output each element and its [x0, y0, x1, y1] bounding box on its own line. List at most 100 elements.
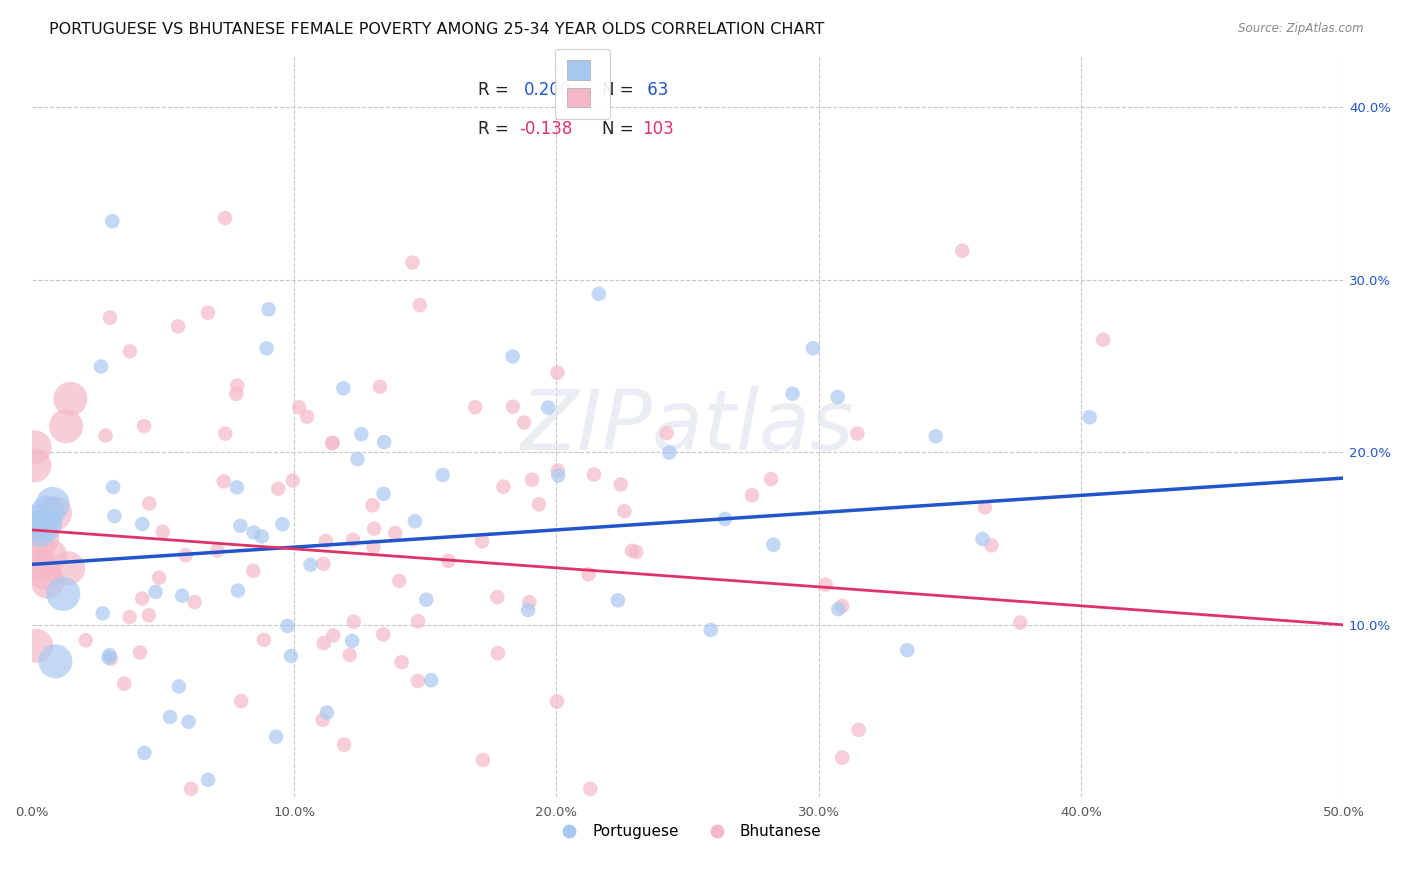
- Point: [517, 595, 540, 609]
- Point: [242, 525, 264, 540]
- Point: [471, 534, 494, 549]
- Point: [363, 540, 385, 554]
- Point: [118, 610, 141, 624]
- Point: [343, 615, 366, 629]
- Point: [197, 772, 219, 787]
- Point: [373, 435, 395, 450]
- Point: [626, 545, 648, 559]
- Point: [759, 472, 782, 486]
- Point: [350, 427, 373, 442]
- Point: [295, 409, 318, 424]
- Point: [312, 557, 335, 571]
- Point: [34, 566, 56, 580]
- Point: [271, 517, 294, 532]
- Point: [762, 538, 785, 552]
- Point: [299, 558, 322, 572]
- Text: -0.138: -0.138: [520, 120, 574, 138]
- Point: [346, 452, 368, 467]
- Point: [609, 477, 631, 491]
- Point: [322, 435, 344, 450]
- Point: [980, 538, 1002, 552]
- Point: [588, 286, 610, 301]
- Point: [267, 482, 290, 496]
- Point: [846, 426, 869, 441]
- Point: [152, 524, 174, 539]
- Point: [257, 302, 280, 317]
- Point: [90, 359, 112, 374]
- Point: [973, 500, 995, 515]
- Point: [44, 654, 66, 668]
- Point: [280, 648, 302, 663]
- Point: [391, 655, 413, 669]
- Point: [34, 517, 56, 532]
- Point: [486, 646, 509, 660]
- Point: [1092, 333, 1115, 347]
- Point: [406, 673, 429, 688]
- Point: [145, 585, 167, 599]
- Point: [25, 540, 48, 554]
- Point: [183, 595, 205, 609]
- Point: [250, 529, 273, 543]
- Point: [112, 676, 135, 690]
- Point: [37, 574, 59, 589]
- Point: [311, 713, 333, 727]
- Text: R =: R =: [478, 120, 513, 138]
- Point: [28, 558, 51, 572]
- Point: [264, 730, 287, 744]
- Point: [340, 634, 363, 648]
- Point: [197, 306, 219, 320]
- Point: [388, 574, 411, 588]
- Point: [322, 628, 344, 642]
- Point: [384, 525, 406, 540]
- Point: [547, 464, 569, 478]
- Point: [131, 516, 153, 531]
- Point: [321, 436, 343, 450]
- Point: [214, 211, 236, 226]
- Point: [22, 458, 45, 473]
- Point: [520, 473, 543, 487]
- Point: [174, 548, 197, 562]
- Point: [177, 714, 200, 729]
- Text: N =: N =: [602, 120, 640, 138]
- Point: [75, 633, 97, 648]
- Point: [277, 619, 299, 633]
- Point: [256, 342, 278, 356]
- Point: [420, 673, 443, 688]
- Point: [98, 310, 121, 325]
- Point: [281, 474, 304, 488]
- Point: [896, 643, 918, 657]
- Point: [225, 387, 247, 401]
- Point: [25, 639, 48, 653]
- Point: [714, 512, 737, 526]
- Point: [547, 468, 569, 483]
- Point: [406, 614, 429, 628]
- Point: [471, 753, 494, 767]
- Point: [492, 480, 515, 494]
- Point: [801, 341, 824, 355]
- Point: [579, 781, 602, 796]
- Text: 0.200: 0.200: [523, 81, 571, 99]
- Point: [578, 567, 600, 582]
- Point: [315, 533, 337, 548]
- Point: [226, 583, 249, 598]
- Point: [527, 497, 550, 511]
- Point: [1078, 410, 1101, 425]
- Point: [212, 475, 235, 489]
- Text: N =: N =: [602, 81, 640, 99]
- Point: [1010, 615, 1032, 630]
- Point: [373, 487, 395, 501]
- Point: [24, 440, 46, 454]
- Text: PORTUGUESE VS BHUTANESE FEMALE POVERTY AMONG 25-34 YEAR OLDS CORRELATION CHART: PORTUGUESE VS BHUTANESE FEMALE POVERTY A…: [49, 22, 824, 37]
- Point: [56, 561, 79, 575]
- Point: [103, 509, 125, 524]
- Point: [333, 738, 356, 752]
- Point: [101, 214, 124, 228]
- Point: [658, 445, 681, 459]
- Point: [129, 646, 152, 660]
- Point: [312, 636, 335, 650]
- Point: [517, 603, 540, 617]
- Point: [288, 401, 311, 415]
- Point: [404, 514, 426, 528]
- Point: [831, 599, 853, 613]
- Point: [148, 571, 170, 585]
